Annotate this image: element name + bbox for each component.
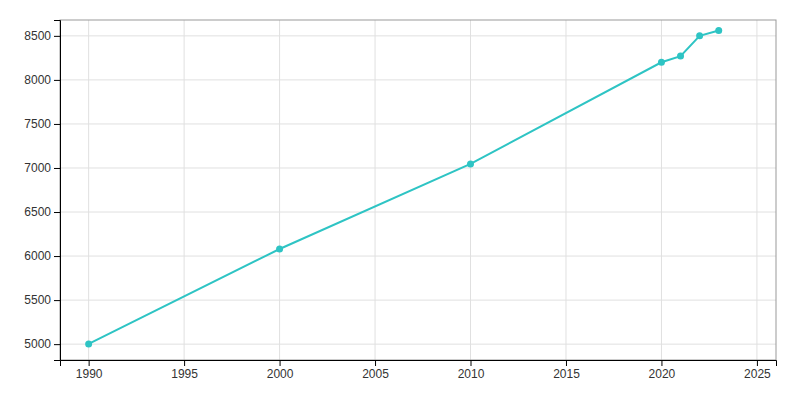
x-tick: 2010 bbox=[458, 360, 485, 381]
x-axis-line bbox=[61, 361, 777, 367]
line bbox=[89, 31, 719, 344]
y-tick-mark bbox=[54, 256, 60, 257]
x-tick: 2000 bbox=[267, 360, 294, 381]
grid-line bbox=[470, 20, 471, 360]
point bbox=[85, 340, 92, 347]
x-tick-label: 2025 bbox=[744, 367, 771, 381]
plot: 1990 1995 2000 2005 2010 2015 2020 2025 5000 5500… bbox=[24, 20, 776, 381]
x-tick: 1990 bbox=[76, 360, 103, 381]
point bbox=[715, 27, 722, 34]
grid-line bbox=[60, 35, 776, 36]
point bbox=[658, 59, 665, 66]
grid-line bbox=[661, 20, 662, 360]
y-tick: 8000 bbox=[24, 73, 60, 87]
x-tick-label: 2020 bbox=[649, 367, 676, 381]
grid-line bbox=[756, 20, 757, 360]
x-tick: 2015 bbox=[553, 360, 580, 381]
y-axis-line bbox=[54, 21, 61, 361]
point bbox=[677, 53, 684, 60]
grid-line bbox=[279, 20, 280, 360]
y-tick-mark bbox=[54, 80, 60, 81]
y-tick-mark bbox=[54, 300, 60, 301]
x-tick-mark bbox=[757, 360, 758, 366]
x-tick-mark bbox=[280, 360, 281, 366]
x-tick-mark bbox=[375, 360, 376, 366]
y-tick-mark bbox=[54, 36, 60, 37]
grid-line bbox=[565, 20, 566, 360]
y-axis: 5000 5500 6000 6500 7000 7500 8000 8500 bbox=[24, 21, 60, 361]
grid-line bbox=[375, 20, 376, 360]
y-tick-label: 6000 bbox=[24, 249, 51, 263]
grid-line bbox=[184, 20, 185, 360]
point bbox=[276, 246, 283, 253]
grid-line bbox=[60, 256, 776, 257]
y-tick-label: 5500 bbox=[24, 293, 51, 307]
x-tick: 2025 bbox=[744, 360, 771, 381]
y-tick-label: 7000 bbox=[24, 161, 51, 175]
x-tick-mark bbox=[184, 360, 185, 366]
x-tick-label: 2015 bbox=[553, 367, 580, 381]
grid-line bbox=[60, 300, 776, 301]
point bbox=[467, 160, 474, 167]
plot-frame bbox=[60, 20, 776, 360]
grid-line bbox=[60, 344, 776, 345]
y-tick-mark bbox=[54, 168, 60, 169]
x-tick: 2020 bbox=[649, 360, 676, 381]
x-tick-label: 1990 bbox=[76, 367, 103, 381]
y-tick: 7000 bbox=[24, 161, 60, 175]
y-tick: 6000 bbox=[24, 249, 60, 263]
grid-line bbox=[60, 167, 776, 168]
x-tick-mark bbox=[471, 360, 472, 366]
x-tick-mark bbox=[89, 360, 90, 366]
y-tick-mark bbox=[54, 344, 60, 345]
point bbox=[696, 32, 703, 39]
data-marks bbox=[85, 27, 722, 347]
y-tick-label: 7500 bbox=[24, 117, 51, 131]
y-tick-label: 5000 bbox=[24, 337, 51, 351]
x-tick-label: 2010 bbox=[458, 367, 485, 381]
y-tick: 7500 bbox=[24, 117, 60, 131]
chart: 1990 1995 2000 2005 2010 2015 2020 2025 5000 5500… bbox=[0, 0, 800, 400]
grid-line bbox=[88, 20, 89, 360]
y-tick: 6500 bbox=[24, 205, 60, 219]
y-tick-mark bbox=[54, 124, 60, 125]
x-tick-mark bbox=[661, 360, 662, 366]
y-tick: 5000 bbox=[24, 337, 60, 351]
x-tick: 1995 bbox=[171, 360, 198, 381]
y-tick-label: 8000 bbox=[24, 73, 51, 87]
y-tick-label: 8500 bbox=[24, 29, 51, 43]
grid-line bbox=[60, 79, 776, 80]
y-tick-label: 6500 bbox=[24, 205, 51, 219]
x-tick-label: 1995 bbox=[171, 367, 198, 381]
x-tick: 2005 bbox=[362, 360, 389, 381]
x-tick-label: 2005 bbox=[362, 367, 389, 381]
grid-line bbox=[60, 123, 776, 124]
y-tick: 8500 bbox=[24, 29, 60, 43]
x-tick-mark bbox=[566, 360, 567, 366]
grid bbox=[60, 20, 776, 360]
x-tick-label: 2000 bbox=[267, 367, 294, 381]
y-tick-mark bbox=[54, 212, 60, 213]
y-tick: 5500 bbox=[24, 293, 60, 307]
x-axis: 1990 1995 2000 2005 2010 2015 2020 2025 bbox=[61, 360, 777, 381]
grid-line bbox=[60, 212, 776, 213]
